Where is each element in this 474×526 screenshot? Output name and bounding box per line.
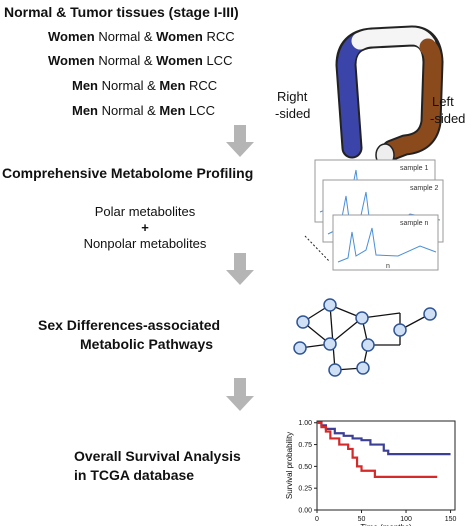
colon <box>335 25 444 167</box>
node <box>356 361 370 375</box>
sex: Men <box>72 103 98 118</box>
x-tick-label: 150 <box>445 516 457 523</box>
colon-label: -sided <box>275 106 310 121</box>
node <box>296 315 310 329</box>
y-tick-label: 0.00 <box>298 508 312 515</box>
sex: Women <box>156 29 203 44</box>
text: Normal & <box>98 103 159 118</box>
arrow <box>226 378 254 411</box>
text: Normal & <box>95 53 156 68</box>
text: RCC <box>203 29 235 44</box>
comparison: Men Normal & Men RCC <box>72 78 217 93</box>
node <box>423 307 437 321</box>
plot-frame <box>316 420 456 511</box>
node <box>361 338 375 352</box>
section-title: Sex Differences-associated <box>38 317 220 333</box>
sex: Women <box>48 53 95 68</box>
colon-label: -sided <box>430 111 465 126</box>
text: Nonpolar metabolites <box>84 236 207 251</box>
left-colon <box>383 38 442 159</box>
comparisons: Women Normal & Women RCC Women Normal & … <box>48 29 235 118</box>
comparison: Women Normal & Women RCC <box>48 29 235 44</box>
y-tick-label: 0.25 <box>298 486 312 493</box>
node <box>323 298 337 312</box>
survival-plot: 0.00 0.25 0.50 0.75 1.00 0 50 100 150 Time (month… <box>285 420 456 526</box>
edge <box>329 304 336 371</box>
x-axis-label: Time (months) <box>360 523 412 526</box>
x-tick-label: 50 <box>358 516 366 523</box>
sample-label: sample n <box>400 220 429 227</box>
x-tick-label: 0 <box>315 516 319 523</box>
sex: Men <box>159 78 185 93</box>
text: LCC <box>185 103 215 118</box>
title: Normal & Tumor tissues (stage I-III) <box>4 4 239 20</box>
sex: Men <box>159 103 185 118</box>
sample-label: sample 1 <box>400 165 429 172</box>
y-tick-label: 0.50 <box>298 464 312 471</box>
comparison: Men Normal & Men LCC <box>72 103 215 118</box>
survival-curve <box>317 421 451 456</box>
text: RCC <box>185 78 217 93</box>
spectrum <box>337 227 437 263</box>
sex: Women <box>48 29 95 44</box>
section-title: Metabolic Pathways <box>80 336 213 352</box>
section-title: in TCGA database <box>74 467 194 483</box>
arrow <box>226 253 254 285</box>
node <box>323 337 337 351</box>
arrow <box>226 125 254 157</box>
network <box>293 298 437 377</box>
y-axis-label: Survival probability <box>285 432 294 499</box>
sex: Men <box>72 78 98 93</box>
sample-label: sample 2 <box>410 185 439 192</box>
axis-label: n <box>386 263 390 270</box>
text: Normal & <box>95 29 156 44</box>
node <box>355 311 369 325</box>
text: Polar metabolites <box>95 204 196 219</box>
sex: Women <box>156 53 203 68</box>
edge <box>329 317 363 345</box>
node <box>393 323 407 337</box>
y-tick-label: 0.75 <box>298 442 312 449</box>
text: Normal & <box>98 78 159 93</box>
colon-label: Right <box>277 89 308 104</box>
transverse-colon <box>351 27 436 53</box>
text: LCC <box>203 53 233 68</box>
spectra: sample 1 sample 2 sample n n <box>304 159 444 271</box>
node <box>328 363 342 377</box>
text: + <box>141 220 149 235</box>
x-tick-label: 100 <box>400 516 412 523</box>
spectrum-panel <box>332 214 439 271</box>
y-tick-label: 1.00 <box>298 420 312 427</box>
section-title: Overall Survival Analysis <box>74 448 241 464</box>
node <box>293 341 307 355</box>
colon-label: Left <box>432 94 454 109</box>
section-title: Comprehensive Metabolome Profiling <box>2 165 253 181</box>
comparison: Women Normal & Women LCC <box>48 53 232 68</box>
survival-curve <box>317 421 438 478</box>
